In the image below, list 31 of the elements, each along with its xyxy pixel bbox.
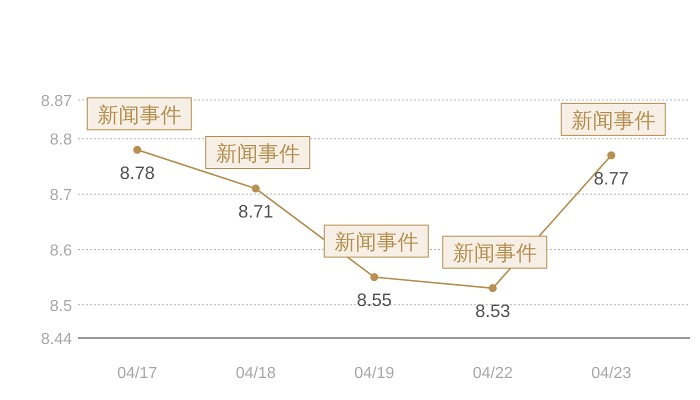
data-label: 8.55	[356, 290, 392, 310]
point	[370, 273, 378, 282]
point	[488, 284, 497, 292]
x-tick-label: 04/18	[236, 365, 276, 382]
annotation: 新闻事件	[205, 136, 310, 170]
x-tick-label: 04/22	[472, 365, 513, 382]
annotation: 新闻事件	[452, 242, 537, 266]
x-tick-label: 04/19	[354, 365, 394, 382]
y-tick-label: 8.7	[50, 187, 72, 204]
annotation: 新闻事件	[97, 104, 182, 127]
data-label: 8.78	[120, 162, 155, 183]
x-tick-label: 04/23	[591, 365, 632, 382]
annotation: 新闻事件	[86, 97, 192, 130]
y-tick-label: 8.8	[50, 132, 72, 149]
annotation: 新闻事件	[324, 224, 429, 258]
y-tick-label: 8.6	[50, 242, 72, 260]
annotation: 新闻事件	[216, 142, 300, 166]
data-label: 8.53	[475, 301, 510, 322]
data-label: 8.77	[594, 168, 629, 188]
x-tick-label: 04/17	[117, 365, 158, 382]
annotation: 新闻事件	[442, 236, 548, 269]
point	[252, 184, 260, 193]
annotation: 新闻事件	[334, 231, 418, 254]
y-tick-label: 8.87	[40, 93, 72, 110]
y-tick-label: 8.44	[40, 331, 72, 348]
point	[133, 146, 142, 154]
data-label: 8.71	[238, 202, 274, 222]
annotation: 新闻事件	[560, 102, 666, 136]
y-tick-label: 8.5	[50, 298, 72, 315]
annotation: 新闻事件	[571, 109, 656, 132]
point	[607, 151, 616, 160]
